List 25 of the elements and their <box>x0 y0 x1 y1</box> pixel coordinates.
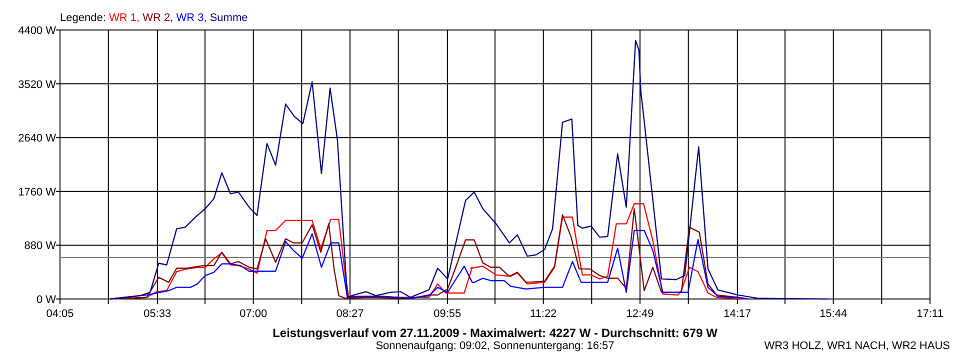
y-tick-label: 880 W <box>24 240 57 252</box>
y-tick-label: 0 W <box>36 294 57 306</box>
y-tick-label: 1760 W <box>18 186 57 198</box>
x-tick-label: 15:44 <box>820 308 848 320</box>
text: WR3 HOLZ, WR1 NACH, WR2 HAUS <box>764 340 950 352</box>
x-tick-label: 12:49 <box>626 308 654 320</box>
text: WR 2, <box>142 12 176 24</box>
x-tick-label: 11:22 <box>530 308 557 320</box>
text: WR 1, <box>108 12 143 24</box>
y-tick-label: 2640 W <box>18 132 57 145</box>
x-tick-label: 14:17 <box>724 308 752 320</box>
x-tick-label: 17:11 <box>916 308 944 320</box>
y-tick-label: 3520 W <box>18 78 57 91</box>
text: Leistungsverlauf vom 27.11.2009 - Maximalwert: 4227 W - Durchschnitt: 679 W <box>272 326 718 340</box>
x-tick-label: 09:55 <box>434 308 462 320</box>
x-tick-label: 04:05 <box>46 308 74 320</box>
text: Summe <box>210 12 248 24</box>
y-tick-label: 4400 W <box>18 25 57 37</box>
x-tick-label: 07:00 <box>240 308 268 320</box>
x-tick-label: 05:33 <box>144 308 172 320</box>
text: Sonnenaufgang: 09:02, Sonnenuntergang: 16:57 <box>376 340 614 352</box>
text: WR 3, <box>176 12 210 24</box>
line-series <box>110 40 829 300</box>
legend-title: Legende: <box>60 12 109 24</box>
x-tick-label: 08:27 <box>336 308 364 320</box>
